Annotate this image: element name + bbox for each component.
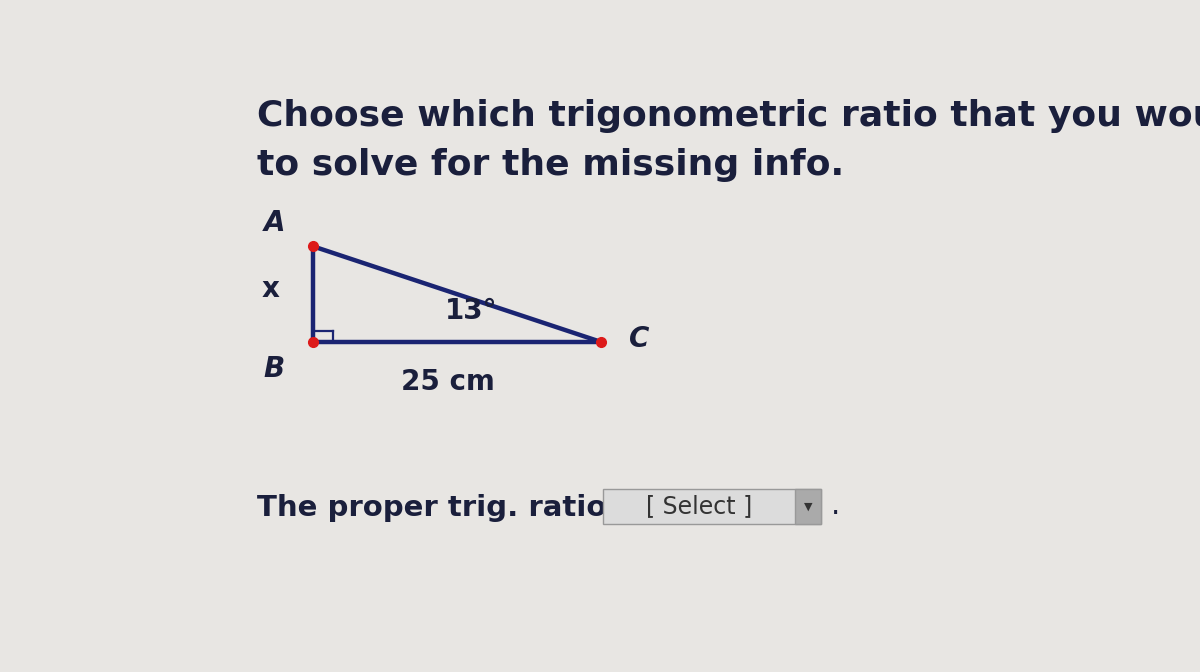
Text: The proper trig. ratio to use is: The proper trig. ratio to use is <box>257 493 756 521</box>
Text: to solve for the missing info.: to solve for the missing info. <box>257 148 844 182</box>
Text: x: x <box>262 275 280 303</box>
Text: A: A <box>263 209 284 237</box>
Text: C: C <box>629 325 649 353</box>
Text: [ Select ]: [ Select ] <box>646 495 752 519</box>
Text: ▼: ▼ <box>804 501 812 511</box>
Text: B: B <box>264 355 284 383</box>
Text: .: . <box>830 493 840 521</box>
Text: 13°: 13° <box>444 297 497 325</box>
Text: 25 cm: 25 cm <box>401 368 494 396</box>
FancyBboxPatch shape <box>796 489 822 524</box>
Text: Choose which trigonometric ratio that you would use: Choose which trigonometric ratio that yo… <box>257 99 1200 133</box>
FancyBboxPatch shape <box>602 489 822 524</box>
